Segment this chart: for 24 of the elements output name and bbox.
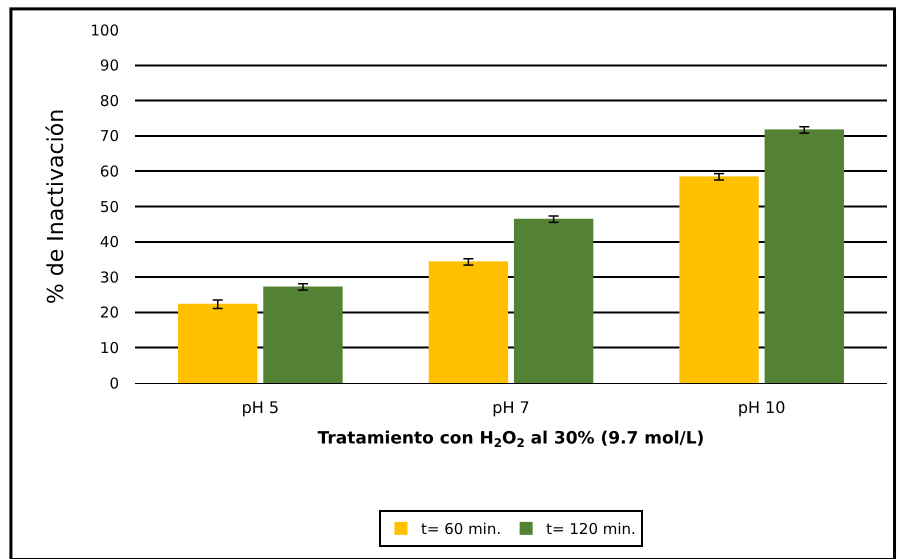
y-tick-label: 80 — [100, 92, 119, 110]
y-tick-label: 60 — [100, 162, 119, 180]
y-tick-label: 90 — [100, 56, 119, 75]
y-tick-label: 50 — [100, 198, 119, 216]
y-tick-label: 0 — [109, 374, 119, 392]
x-tick-label: pH 7 — [492, 398, 530, 418]
bar — [178, 304, 258, 383]
y-axis-title: % de Inactivación — [44, 108, 70, 304]
y-tick-label: 10 — [100, 338, 119, 357]
y-tick-label: 70 — [100, 127, 119, 146]
x-tick-label: pH 5 — [242, 398, 280, 418]
bar — [679, 176, 759, 383]
bar — [764, 129, 844, 383]
x-tick-label: pH 10 — [738, 398, 786, 418]
y-tick-label: 40 — [100, 233, 119, 252]
y-tick-label: 30 — [100, 268, 119, 286]
bar — [514, 218, 594, 383]
legend-label: t= 120 min. — [546, 520, 636, 538]
bar — [263, 286, 343, 383]
y-tick-label: 100 — [90, 21, 119, 40]
legend-label: t= 60 min. — [421, 520, 502, 538]
y-tick-label: 20 — [100, 304, 119, 322]
x-axis-title: Tratamiento con H$_{2}$O$_{2}$ al 30% (9.7 mol/L) — [318, 428, 704, 450]
bar — [428, 261, 508, 383]
